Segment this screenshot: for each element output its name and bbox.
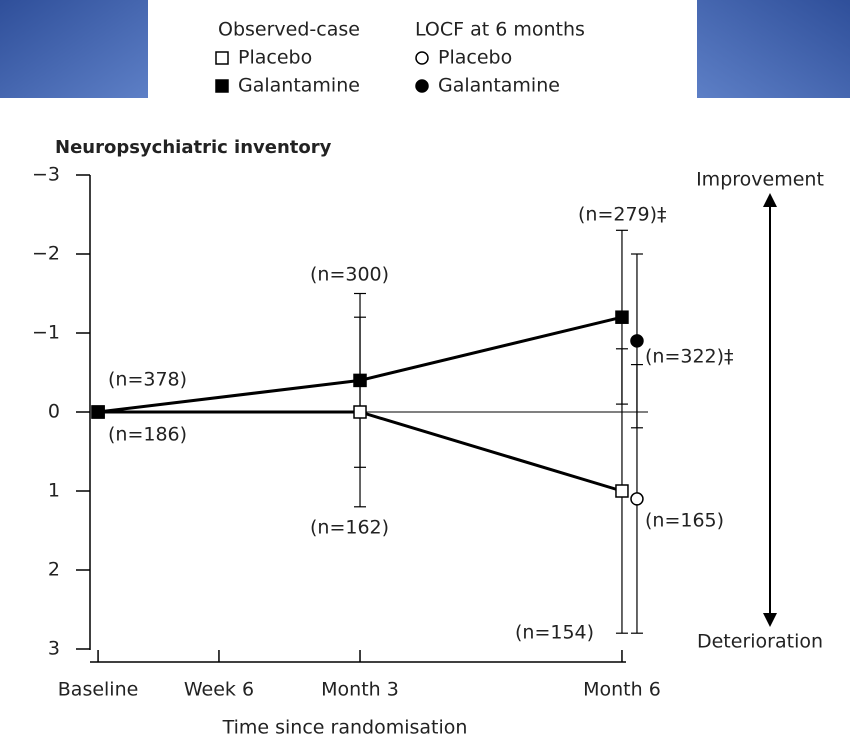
legend-group: LOCF at 6 months	[415, 19, 585, 41]
legend-marker	[215, 79, 229, 93]
banner-right	[697, 0, 850, 98]
marker	[353, 373, 367, 388]
annotation: (n=165)	[645, 510, 724, 532]
y-tick-label: 0	[48, 401, 60, 423]
annotation: (n=300)	[310, 264, 389, 286]
legend-label: Galantamine	[438, 75, 560, 97]
x-tick-label: Month 6	[583, 679, 661, 701]
banner-left	[0, 0, 148, 98]
x-tick-label: Week 6	[184, 679, 254, 701]
direction-label: Deterioration	[697, 631, 823, 653]
annotation: (n=186)	[108, 424, 187, 446]
annotation: (n=322)‡	[645, 346, 734, 368]
y-tick-label: 3	[48, 638, 60, 660]
marker	[630, 492, 644, 506]
marker	[91, 405, 105, 419]
legend-marker	[415, 79, 429, 93]
arrow-head	[763, 193, 777, 207]
legend-group: Observed-case	[218, 19, 360, 41]
annotation: (n=154)	[515, 622, 594, 644]
y-tick-label: −3	[32, 164, 60, 186]
arrow-head	[763, 613, 777, 627]
direction-label: Improvement	[696, 169, 824, 191]
annotation: (n=279)‡	[578, 204, 667, 226]
x-tick-label: Month 3	[321, 679, 399, 701]
y-tick-label: −2	[32, 243, 60, 265]
legend-label: Galantamine	[238, 75, 360, 97]
y-tick-label: 2	[48, 559, 60, 581]
legend-marker	[215, 51, 229, 65]
annotation: (n=378)	[108, 369, 187, 391]
y-tick-label: 1	[48, 480, 60, 502]
annotation: (n=162)	[310, 517, 389, 539]
x-tick-label: Baseline	[58, 679, 139, 701]
legend-label: Placebo	[238, 47, 312, 69]
legend-marker	[415, 51, 429, 65]
marker	[353, 405, 367, 419]
marker	[630, 334, 644, 348]
chart-title: Neuropsychiatric inventory	[55, 137, 332, 158]
marker	[615, 484, 629, 498]
y-tick-label: −1	[32, 322, 60, 344]
x-axis-label: Time since randomisation	[222, 717, 468, 739]
legend-label: Placebo	[438, 47, 512, 69]
marker	[615, 310, 629, 324]
